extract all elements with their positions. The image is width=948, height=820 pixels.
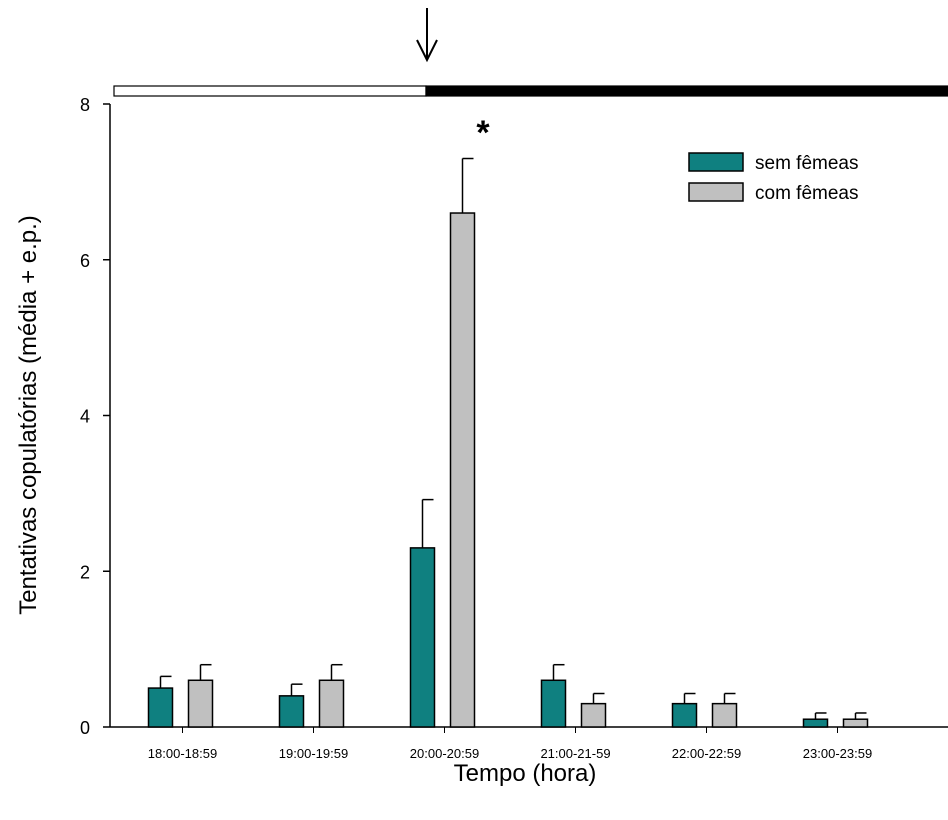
legend-swatch-com-femeas [688,182,744,202]
legend-label-sem-femeas: sem fêmeas [755,153,858,174]
y-axis-title: Tentativas copulatórias (média + e.p.) [15,215,42,615]
y-tick-label: 2 [80,562,90,582]
bar-com-femeas [842,718,869,728]
x-axis-title: Tempo (hora) [454,760,597,787]
bar-com-femeas [580,702,607,728]
legend-label-com-femeas: com fêmeas [755,183,858,204]
light-phase-bar [113,85,427,97]
legend: sem fêmeas com fêmeas [688,152,858,204]
bar-sem-femeas [802,718,829,728]
bar-com-femeas [187,679,214,728]
y-tick-label: 4 [80,407,90,427]
bars [147,212,869,728]
bar-com-femeas [711,702,738,728]
bar-com-femeas [318,679,345,728]
y-tick-label: 8 [80,95,90,115]
x-tick-label: 22:00-22:59 [672,746,741,761]
legend-swatch-sem-femeas [688,152,744,172]
significance-marker: * [476,114,490,152]
x-tick-label: 18:00-18:59 [148,746,217,761]
bar-sem-femeas [409,547,436,728]
bar-com-femeas [449,212,476,728]
x-tick-label: 20:00-20:59 [410,746,479,761]
ticks: 0 2 4 6 8 18:00-18:59 19:00-19:59 20:00-20:59 21… [80,95,872,761]
bar-sem-femeas [278,695,305,728]
bar-sem-femeas [147,687,174,728]
dark-phase-bar [425,85,948,97]
x-tick-label: 23:00-23:59 [803,746,872,761]
y-tick-label: 6 [80,251,90,271]
onset-arrow-head [416,39,438,63]
x-tick-label: 21:00-21-59 [540,746,610,761]
y-tick-label: 0 [80,718,90,738]
bar-sem-femeas [671,702,698,728]
error-bars [159,157,867,720]
photoperiod-bar [113,8,948,97]
bar-sem-femeas [540,679,567,728]
x-tick-label: 19:00-19:59 [279,746,348,761]
